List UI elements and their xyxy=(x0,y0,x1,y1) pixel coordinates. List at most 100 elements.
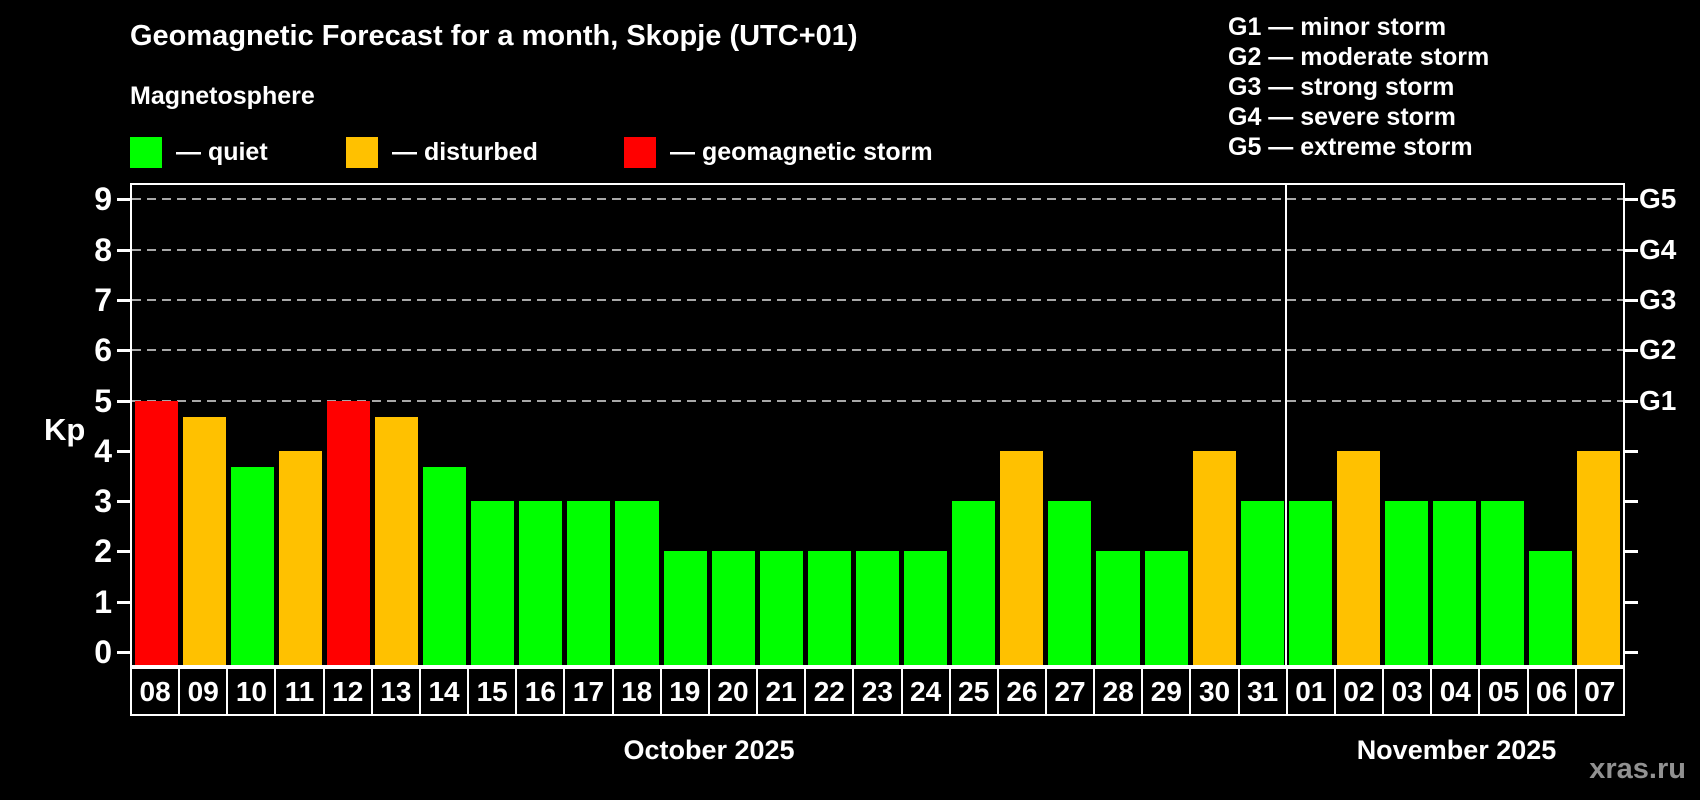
day-label: 14 xyxy=(418,667,470,716)
right-axis-tick-kp-7 xyxy=(1625,298,1638,302)
kp-bar xyxy=(1288,501,1332,665)
kp-bar xyxy=(1481,501,1525,665)
right-axis-tick-kp-4 xyxy=(1625,449,1638,453)
day-label: 23 xyxy=(852,667,903,716)
month-label-november: November 2025 xyxy=(1356,735,1557,765)
g-level-label-g4: G4 xyxy=(1639,233,1677,265)
right-axis-tick-kp-6 xyxy=(1625,349,1638,353)
day-label: 27 xyxy=(1044,667,1096,716)
kp-bar xyxy=(1577,450,1621,665)
y-tick-label-7: 7 xyxy=(94,281,112,318)
kp-bar xyxy=(663,551,707,665)
left-axis-tick-kp-6 xyxy=(117,349,130,353)
kp-bar xyxy=(1385,501,1429,665)
kp-bar xyxy=(326,400,370,665)
day-label: 03 xyxy=(1382,667,1433,716)
day-label: 29 xyxy=(1141,667,1192,716)
right-axis-tick-kp-8 xyxy=(1625,248,1638,252)
kp-bar xyxy=(1433,501,1477,665)
day-label: 22 xyxy=(804,667,855,716)
day-label: 24 xyxy=(900,667,951,716)
day-label: 09 xyxy=(178,667,229,716)
kp-bar xyxy=(711,551,755,665)
right-axis-tick-kp-2 xyxy=(1625,550,1638,554)
y-tick-label-5: 5 xyxy=(94,382,112,419)
g-level-label-g2: G2 xyxy=(1639,334,1677,366)
left-axis-tick-kp-9 xyxy=(117,198,130,202)
gridline-kp-6 xyxy=(132,349,1623,352)
chart-subtitle: Magnetosphere xyxy=(130,82,315,110)
kp-bar xyxy=(567,501,611,665)
y-tick-label-2: 2 xyxy=(94,533,112,570)
y-tick-label-3: 3 xyxy=(94,483,112,520)
kp-bar xyxy=(759,551,803,665)
kp-bar xyxy=(134,400,178,665)
left-axis-tick-kp-5 xyxy=(117,399,130,403)
storm-color-swatch xyxy=(624,136,656,168)
plot-area xyxy=(130,183,1625,667)
day-label: 16 xyxy=(515,667,566,716)
kp-bar xyxy=(519,501,563,665)
day-label: 02 xyxy=(1333,667,1385,716)
day-label: 26 xyxy=(996,667,1047,716)
left-axis-tick-kp-2 xyxy=(117,550,130,554)
month-separator-line xyxy=(1285,185,1288,665)
kp-bar xyxy=(374,417,419,665)
legend-label-quiet: — quiet xyxy=(176,137,268,166)
gridline-kp-9 xyxy=(132,198,1623,201)
g-level-label-g3: G3 xyxy=(1639,283,1677,315)
kp-bar xyxy=(278,450,322,665)
left-axis-tick-kp-4 xyxy=(117,449,130,453)
left-axis-tick-kp-7 xyxy=(117,298,130,302)
day-label: 04 xyxy=(1430,667,1481,716)
chart-title: Geomagnetic Forecast for a month, Skopje… xyxy=(130,20,858,52)
g-scale-line-g5: G5 — extreme storm xyxy=(1228,133,1473,161)
day-label: 08 xyxy=(130,667,181,716)
quiet-color-swatch xyxy=(130,136,162,168)
day-label: 25 xyxy=(948,667,999,716)
day-label: 15 xyxy=(467,667,518,716)
kp-bar xyxy=(615,501,659,665)
day-label: 06 xyxy=(1526,667,1577,716)
legend-item-disturbed: — disturbed xyxy=(346,135,538,169)
day-label: 17 xyxy=(563,667,614,716)
left-axis-tick-kp-3 xyxy=(117,500,130,504)
day-label: 07 xyxy=(1574,667,1625,716)
kp-bar xyxy=(904,551,948,665)
g-scale-line-g1: G1 — minor storm xyxy=(1228,13,1447,41)
kp-bar xyxy=(855,551,900,665)
day-label: 11 xyxy=(274,667,325,716)
kp-bar xyxy=(230,467,274,665)
kp-bar xyxy=(1336,450,1380,665)
kp-bar xyxy=(1048,501,1092,665)
g-level-label-g5: G5 xyxy=(1639,183,1677,215)
watermark: xras.ru xyxy=(1589,753,1686,785)
gridline-kp-8 xyxy=(132,248,1623,251)
left-axis-tick-kp-8 xyxy=(117,248,130,252)
month-label-october: October 2025 xyxy=(623,735,795,765)
day-label: 18 xyxy=(611,667,662,716)
gridline-kp-7 xyxy=(132,298,1623,301)
kp-bar xyxy=(1096,551,1140,665)
legend-label-disturbed: — disturbed xyxy=(392,137,538,166)
y-tick-label-4: 4 xyxy=(94,432,112,469)
g-scale-legend: G1 — minor storm G2 — moderate storm G3 … xyxy=(1228,12,1489,162)
gridline-kp-5 xyxy=(132,399,1623,402)
legend-item-storm: — geomagnetic storm xyxy=(624,135,933,169)
left-axis-tick-kp-0 xyxy=(117,651,130,654)
kp-bar xyxy=(1144,551,1188,665)
right-axis-tick-kp-1 xyxy=(1625,600,1638,604)
day-label: 30 xyxy=(1189,667,1240,716)
g-level-label-g1: G1 xyxy=(1639,384,1677,416)
y-tick-label-1: 1 xyxy=(94,583,112,620)
day-label: 20 xyxy=(707,667,759,716)
y-tick-label-9: 9 xyxy=(94,181,112,218)
kp-bar xyxy=(807,551,851,665)
kp-bar xyxy=(182,417,226,665)
y-axis-title: Kp xyxy=(44,412,86,447)
left-axis-tick-kp-1 xyxy=(117,600,130,604)
kp-bar xyxy=(1240,501,1284,665)
y-tick-label-8: 8 xyxy=(94,231,112,268)
day-label: 21 xyxy=(756,667,807,716)
